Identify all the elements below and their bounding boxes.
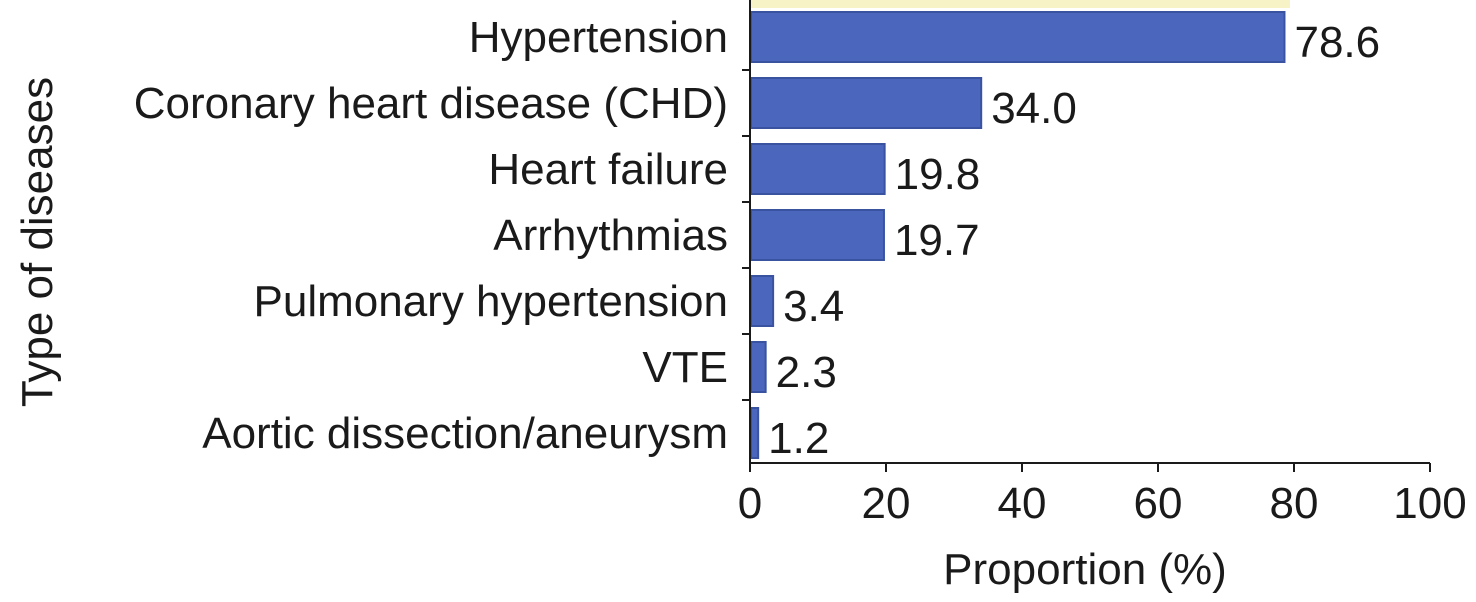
value-label: 34.0 — [991, 84, 1077, 133]
bar — [750, 341, 767, 393]
x-axis-title: Proportion (%) — [943, 545, 1227, 594]
x-tick-label: 80 — [1270, 479, 1319, 528]
category-label: Hypertension — [469, 13, 728, 62]
bars-group — [742, 11, 1286, 459]
x-tick-label: 40 — [998, 479, 1047, 528]
value-label: 78.6 — [1294, 18, 1380, 67]
category-label: VTE — [642, 343, 728, 392]
category-label: Aortic dissection/aneurysm — [202, 409, 728, 458]
bar — [750, 143, 886, 195]
value-label: 19.8 — [895, 150, 981, 199]
bar — [750, 275, 775, 327]
bar — [750, 11, 1286, 63]
value-label: 2.3 — [776, 348, 837, 397]
value-label: 19.7 — [894, 216, 980, 265]
category-label: Pulmonary hypertension — [254, 277, 728, 326]
value-label: 3.4 — [783, 282, 844, 331]
category-labels-group: Hypertension Coronary heart disease (CHD)… — [134, 13, 728, 458]
x-tick-label: 20 — [862, 479, 911, 528]
x-tick-label: 100 — [1393, 479, 1466, 528]
x-tick-label: 60 — [1134, 479, 1183, 528]
axes-group — [749, 0, 1430, 464]
value-label: 1.2 — [768, 414, 829, 463]
x-ticks-group: 0 20 40 60 80 100 — [738, 463, 1467, 528]
category-label: Heart failure — [488, 145, 728, 194]
value-labels-group: 78.6 34.019.8 19.7 3.4 2.3 1.2 — [768, 18, 1380, 463]
bar — [750, 209, 885, 261]
bar — [750, 77, 983, 129]
bar — [750, 407, 760, 459]
x-tick-label: 0 — [738, 479, 762, 528]
category-label: Arrhythmias — [493, 211, 728, 260]
highlight-band — [750, 0, 1290, 8]
y-axis-title: Type of diseases — [13, 77, 62, 407]
category-label: Coronary heart disease (CHD) — [134, 79, 728, 128]
